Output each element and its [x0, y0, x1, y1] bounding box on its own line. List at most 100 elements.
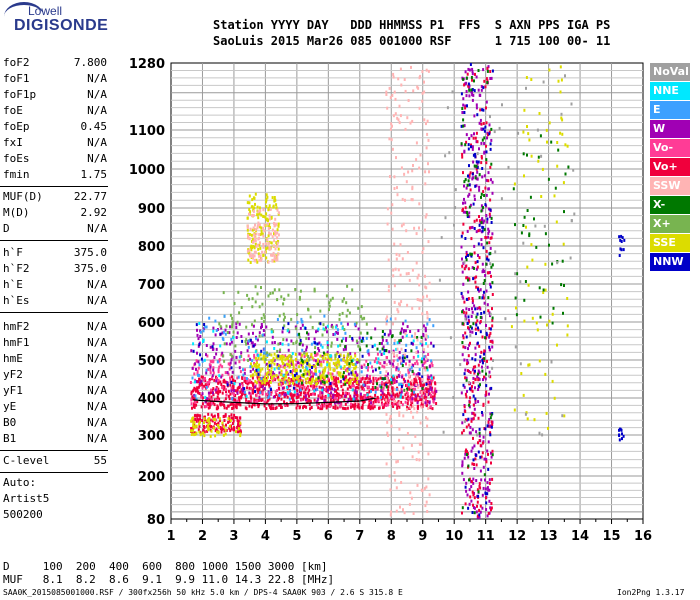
- echo-point: [250, 254, 253, 258]
- echo-point: [413, 377, 416, 381]
- echo-point: [295, 380, 298, 384]
- echo-point: [470, 449, 473, 453]
- echo-point: [398, 350, 401, 354]
- echo-point: [475, 285, 478, 289]
- echo-point: [236, 389, 238, 393]
- echo-point: [533, 418, 536, 422]
- echo-point: [480, 141, 483, 145]
- echo-point: [402, 414, 405, 418]
- echo-point: [289, 364, 292, 367]
- echo-point: [473, 467, 476, 470]
- echo-point: [319, 371, 322, 375]
- echo-point: [341, 326, 344, 330]
- echo-point: [341, 299, 344, 303]
- echo-point: [348, 335, 351, 338]
- echo-point: [287, 348, 290, 352]
- echo-point: [415, 373, 418, 377]
- echo-point: [427, 138, 430, 142]
- echo-point: [225, 423, 227, 427]
- echo-point: [467, 464, 470, 468]
- echo-point: [253, 370, 256, 374]
- echo-point: [407, 379, 410, 383]
- echo-point: [295, 378, 297, 382]
- echo-point: [468, 343, 471, 347]
- echo-point: [425, 416, 427, 420]
- echo-point: [483, 194, 486, 197]
- echo-point: [377, 357, 380, 361]
- echo-point: [406, 325, 409, 329]
- echo-point: [479, 320, 482, 323]
- echo-point: [289, 370, 292, 373]
- echo-point: [466, 450, 468, 454]
- echo-point: [246, 382, 249, 386]
- echo-point: [288, 397, 291, 401]
- echo-point: [408, 359, 411, 363]
- echo-point: [235, 403, 238, 407]
- echo-point: [478, 508, 481, 512]
- echo-point: [470, 88, 473, 92]
- echo-point: [329, 382, 332, 386]
- echo-point: [566, 333, 569, 337]
- echo-point: [354, 366, 357, 370]
- echo-point: [244, 340, 247, 343]
- echo-point: [330, 391, 333, 395]
- echo-point: [619, 238, 622, 242]
- echo-point: [298, 365, 301, 369]
- echo-point: [484, 125, 487, 129]
- echo-point: [237, 427, 240, 431]
- echo-point: [290, 396, 293, 400]
- echo-point: [417, 273, 420, 277]
- echo-point: [330, 354, 333, 358]
- echo-point: [426, 316, 429, 320]
- echo-point: [282, 326, 285, 330]
- echo-point: [417, 385, 420, 389]
- echo-point: [307, 386, 309, 390]
- echo-point: [345, 337, 348, 340]
- legend-item: NoVal: [650, 63, 690, 81]
- echo-point: [434, 381, 436, 385]
- echo-point: [618, 433, 621, 437]
- y-tick-label: 700: [138, 278, 165, 293]
- echo-point: [190, 429, 193, 433]
- echo-point: [491, 263, 494, 267]
- echo-point: [428, 298, 431, 302]
- echo-point: [334, 378, 337, 382]
- echo-point: [430, 389, 433, 393]
- echo-point: [264, 357, 267, 361]
- param-row: fxI N/A: [3, 136, 107, 152]
- echo-point: [252, 344, 255, 348]
- echo-point: [251, 237, 254, 241]
- echo-point: [229, 392, 232, 396]
- echo-point: [318, 341, 321, 345]
- echo-point: [319, 396, 322, 400]
- echo-point: [297, 379, 300, 383]
- echo-point: [197, 385, 200, 389]
- echo-point: [303, 369, 306, 373]
- legend-item: Vo-: [650, 139, 690, 157]
- echo-point: [268, 368, 271, 372]
- param-value: N/A: [87, 432, 107, 445]
- echo-point: [344, 347, 347, 351]
- echo-point: [232, 402, 235, 406]
- echo-point: [465, 133, 468, 137]
- echo-point: [336, 391, 338, 395]
- echo-point: [295, 372, 298, 376]
- echo-point: [268, 352, 271, 356]
- echo-point: [425, 333, 428, 337]
- echo-point: [344, 391, 347, 395]
- echo-point: [369, 379, 372, 383]
- echo-point: [465, 186, 468, 190]
- echo-point: [262, 208, 265, 212]
- echo-point: [468, 226, 471, 230]
- echo-point: [258, 243, 261, 247]
- echo-point: [197, 373, 199, 377]
- echo-point: [349, 358, 352, 362]
- echo-point: [356, 358, 359, 362]
- echo-point: [551, 312, 554, 316]
- echo-point: [253, 254, 256, 258]
- echo-point: [217, 421, 220, 425]
- echo-point: [416, 401, 419, 405]
- echo-point: [233, 398, 236, 402]
- echo-point: [473, 89, 476, 93]
- echo-point: [296, 400, 299, 404]
